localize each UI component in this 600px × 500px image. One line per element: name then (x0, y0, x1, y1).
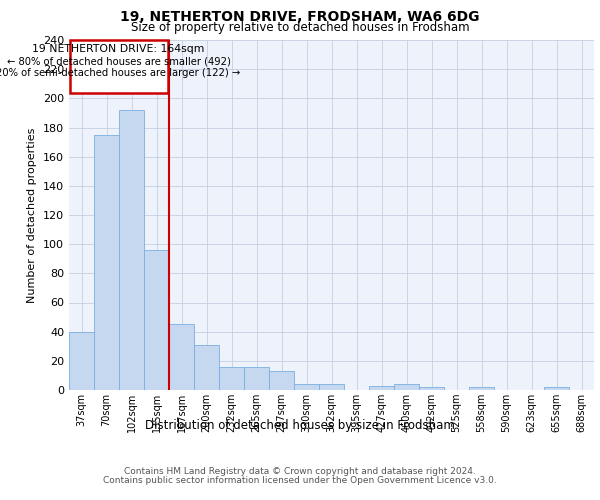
Text: ← 80% of detached houses are smaller (492): ← 80% of detached houses are smaller (49… (7, 56, 230, 66)
Bar (394, 384, 419, 390)
Bar (219, 366, 244, 390)
Text: Size of property relative to detached houses in Frodsham: Size of property relative to detached ho… (131, 22, 469, 35)
Bar (319, 384, 344, 390)
Bar (94, 135, 119, 390)
Text: Distribution of detached houses by size in Frodsham: Distribution of detached houses by size … (145, 420, 455, 432)
Bar (544, 387, 569, 390)
Bar (369, 386, 394, 390)
Bar (469, 387, 494, 390)
Bar (69, 332, 94, 390)
Bar (169, 324, 194, 390)
Text: Contains public sector information licensed under the Open Government Licence v3: Contains public sector information licen… (103, 476, 497, 485)
Bar (419, 387, 444, 390)
Text: 19, NETHERTON DRIVE, FRODSHAM, WA6 6DG: 19, NETHERTON DRIVE, FRODSHAM, WA6 6DG (120, 10, 480, 24)
Text: 19 NETHERTON DRIVE: 164sqm: 19 NETHERTON DRIVE: 164sqm (32, 44, 205, 54)
Text: 20% of semi-detached houses are larger (122) →: 20% of semi-detached houses are larger (… (0, 68, 241, 78)
Text: Contains HM Land Registry data © Crown copyright and database right 2024.: Contains HM Land Registry data © Crown c… (124, 467, 476, 476)
Y-axis label: Number of detached properties: Number of detached properties (28, 128, 37, 302)
Bar (119, 110, 144, 390)
Bar (294, 384, 319, 390)
Bar (194, 345, 219, 390)
Bar (144, 250, 169, 390)
Bar (244, 366, 269, 390)
FancyBboxPatch shape (70, 40, 168, 92)
Bar (269, 371, 294, 390)
